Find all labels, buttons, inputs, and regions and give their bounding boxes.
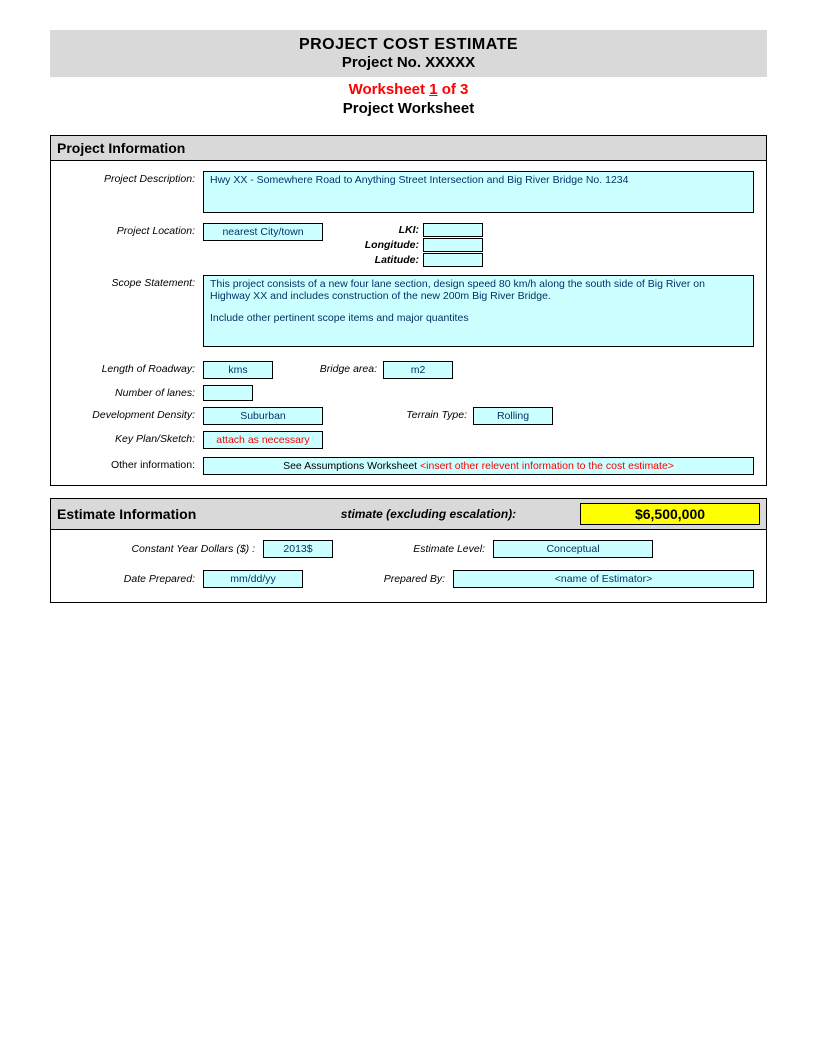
number-lanes-input[interactable] [203,385,253,401]
label-estimate-level: Estimate Level: [333,543,493,555]
estimate-exclusion-label: stimate (excluding escalation): [277,507,580,521]
ws-suffix: of 3 [442,81,469,98]
title-band: PROJECT COST ESTIMATE Project No. XXXXX [50,30,767,77]
label-project-location: Project Location: [63,223,203,237]
length-roadway-input[interactable]: kms [203,361,273,379]
label-key-plan: Key Plan/Sketch: [63,431,203,445]
other-info-input[interactable]: See Assumptions Worksheet <insert other … [203,457,754,475]
project-info-section: Project Information Project Description:… [50,135,767,486]
longitude-input[interactable] [423,238,483,252]
estimate-info-title: Estimate Information [57,506,277,522]
terrain-type-input[interactable]: Rolling [473,407,553,425]
constant-year-input[interactable]: 2013$ [263,540,333,558]
coordinates-block: LKI: Longitude: Latitude: [353,223,483,267]
label-dev-density: Development Density: [63,407,203,421]
label-bridge-area: Bridge area: [273,361,383,377]
other-info-prefix: See Assumptions Worksheet [283,460,420,472]
prepared-by-input[interactable]: <name of Estimator> [453,570,754,588]
scope-statement-input[interactable]: This project consists of a new four lane… [203,275,754,347]
key-plan-input[interactable]: attach as necessary [203,431,323,449]
label-constant-year: Constant Year Dollars ($) : [63,543,263,555]
project-location-input[interactable]: nearest City/town [203,223,323,241]
estimate-total-value: $6,500,000 [580,503,760,525]
label-scope-statement: Scope Statement: [63,275,203,289]
bridge-area-input[interactable]: m2 [383,361,453,379]
label-number-lanes: Number of lanes: [63,385,203,399]
worksheet-indicator: Worksheet 1 of 3 [50,81,767,98]
label-date-prepared: Date Prepared: [63,573,203,585]
label-lki: LKI: [353,224,423,236]
other-info-placeholder: <insert other relevent information to th… [420,460,674,472]
estimate-info-section: Estimate Information stimate (excluding … [50,498,767,603]
worksheet-subtitle: Project Worksheet [50,100,767,117]
label-prepared-by: Prepared By: [303,573,453,585]
ws-prefix: Worksheet [349,81,425,98]
project-number: Project No. XXXXX [50,54,767,71]
project-info-title: Project Information [57,140,185,156]
estimate-info-header: Estimate Information stimate (excluding … [51,499,766,530]
dev-density-input[interactable]: Suburban [203,407,323,425]
ws-number: 1 [429,81,437,98]
lki-input[interactable] [423,223,483,237]
main-title: PROJECT COST ESTIMATE [50,36,767,54]
label-project-description: Project Description: [63,171,203,185]
label-latitude: Latitude: [353,254,423,266]
latitude-input[interactable] [423,253,483,267]
project-info-header: Project Information [51,136,766,161]
scope-line2: Include other pertinent scope items and … [210,312,747,324]
project-description-input[interactable]: Hwy XX - Somewhere Road to Anything Stre… [203,171,754,213]
label-longitude: Longitude: [353,239,423,251]
label-terrain-type: Terrain Type: [323,407,473,423]
label-length-roadway: Length of Roadway: [63,361,203,375]
scope-line1: This project consists of a new four lane… [210,278,747,302]
label-other-info: Other information: [63,457,203,471]
estimate-level-input[interactable]: Conceptual [493,540,653,558]
date-prepared-input[interactable]: mm/dd/yy [203,570,303,588]
